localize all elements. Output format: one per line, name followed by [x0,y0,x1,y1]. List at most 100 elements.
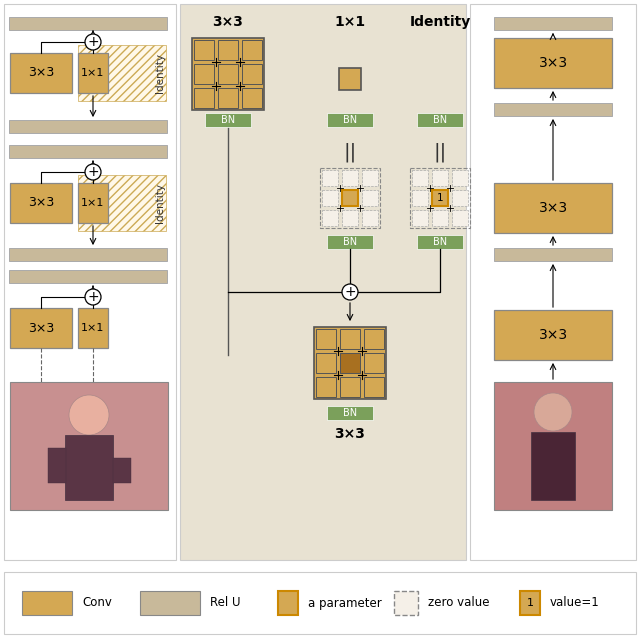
Circle shape [534,393,572,431]
Bar [342,170,358,186]
Circle shape [69,395,109,435]
Bar [364,377,384,397]
Bar [494,248,612,261]
Bar [432,210,448,226]
Text: 1×1: 1×1 [81,198,105,208]
Circle shape [85,289,101,305]
Bar [78,53,108,93]
Bar [327,406,373,420]
Bar [4,572,636,634]
Text: 1×1: 1×1 [81,68,105,78]
Bar [9,145,167,158]
Text: 3×3: 3×3 [335,427,365,441]
Bar [78,175,166,231]
Bar [520,591,540,615]
Bar [364,353,384,373]
Bar [364,329,384,349]
Bar [316,353,336,373]
Bar [242,64,262,84]
Bar [452,170,468,186]
Text: 3×3: 3×3 [28,322,54,334]
Bar [194,88,214,108]
Text: +: + [87,290,99,304]
Bar [340,377,360,397]
Text: ||: || [344,142,356,162]
Text: BN: BN [221,115,235,125]
Circle shape [85,164,101,180]
Bar [470,4,636,560]
Bar [140,591,200,615]
Text: 3×3: 3×3 [212,15,243,29]
Bar [316,377,336,397]
Bar [9,270,167,283]
Bar [48,448,66,483]
Bar [218,40,238,60]
Text: BN: BN [433,115,447,125]
Bar [494,38,612,88]
Bar [10,382,168,510]
Bar [113,458,131,483]
Text: 1×1: 1×1 [81,323,105,333]
Bar [432,190,448,206]
Bar [494,38,612,88]
Bar [242,40,262,60]
Bar [180,4,466,560]
Bar [192,38,264,110]
Text: 3×3: 3×3 [28,66,54,80]
Bar [340,329,360,349]
Text: Identity: Identity [155,183,165,223]
Bar [432,170,448,186]
Text: Identity: Identity [410,15,470,29]
Bar [322,210,338,226]
Bar [4,4,176,560]
Bar [412,170,428,186]
Text: BN: BN [343,115,357,125]
Bar [410,168,470,228]
Text: value=1: value=1 [550,597,600,609]
Bar [10,308,72,348]
Bar [452,190,468,206]
Text: 3×3: 3×3 [28,197,54,209]
Bar [205,113,251,127]
Text: zero value: zero value [428,597,490,609]
Text: Conv: Conv [82,597,112,609]
Text: Identity: Identity [155,53,165,93]
Bar [22,591,72,615]
Bar [417,113,463,127]
Text: BN: BN [433,237,447,247]
Bar [314,327,386,399]
Text: +: + [87,35,99,49]
Bar [412,210,428,226]
Bar [78,183,108,223]
Bar [340,353,360,373]
Bar [322,190,338,206]
Bar [494,17,612,30]
Text: Rel U: Rel U [210,597,241,609]
Bar [452,210,468,226]
Bar [218,64,238,84]
Bar [320,168,380,228]
Bar [494,310,612,360]
Bar [10,183,72,223]
Text: a parameter: a parameter [308,597,381,609]
Text: 1×1: 1×1 [335,15,365,29]
Bar [9,17,167,30]
Circle shape [342,284,358,300]
Text: BN: BN [343,408,357,418]
Text: 1: 1 [436,193,444,203]
Bar [494,183,612,233]
Bar [342,210,358,226]
Bar [339,68,361,90]
Text: 3×3: 3×3 [538,201,568,215]
Bar [340,353,360,373]
Bar [362,190,378,206]
Circle shape [85,34,101,50]
Bar [194,64,214,84]
Bar [327,113,373,127]
Bar [10,53,72,93]
Bar [327,235,373,249]
Bar [194,40,214,60]
Bar [322,170,338,186]
Bar [278,591,298,615]
Text: 3×3: 3×3 [538,56,568,70]
